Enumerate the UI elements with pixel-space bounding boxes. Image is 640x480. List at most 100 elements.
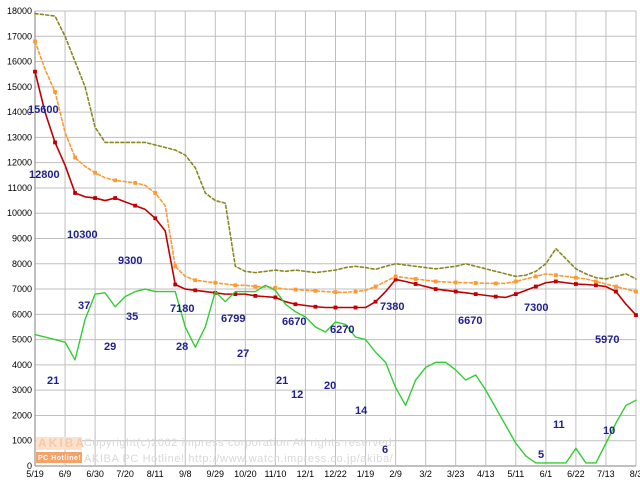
- series-marker-price-mid: [233, 283, 238, 288]
- series-line-store-count: [34, 284, 637, 464]
- y-tick-label: 9000: [12, 234, 32, 244]
- series-marker-price-mid: [353, 289, 358, 294]
- price-value-label: 6270: [330, 324, 354, 336]
- series-marker-price-mid: [173, 264, 178, 269]
- series-marker-price-low: [33, 69, 37, 74]
- count-value-label: 27: [237, 348, 249, 360]
- price-value-label: 10300: [67, 229, 98, 241]
- price-value-label: 7380: [380, 301, 404, 313]
- x-tick-label: 6/9: [59, 469, 72, 479]
- x-tick-label: 12/1: [297, 469, 315, 479]
- watermark-url: AKIBA PC Hotline! http://www.watch.impre…: [84, 453, 394, 465]
- x-tick-label: 2/9: [389, 469, 402, 479]
- series-marker-price-low: [193, 288, 198, 293]
- x-tick-label: 10/20: [234, 469, 257, 479]
- series-marker-price-mid: [533, 274, 538, 279]
- series-marker-price-low: [533, 284, 538, 289]
- series-marker-price-mid: [333, 290, 338, 294]
- data-point-labels: 15600 12800 10300 9300 7180 6799 6670 6270 7380 6…: [28, 104, 619, 461]
- series-marker-price-low: [573, 282, 578, 286]
- x-tick-label: 7/20: [116, 469, 134, 479]
- price-value-label: 15600: [28, 104, 59, 116]
- series-marker-price-mid: [553, 273, 558, 278]
- series-marker-price-low: [453, 289, 458, 294]
- watermark-copyright: Copyright(c)2002 impress corporation All…: [84, 437, 396, 449]
- series-marker-price-low: [594, 283, 598, 288]
- count-value-label: 10: [603, 425, 615, 437]
- y-tick-label: 2000: [12, 410, 32, 420]
- x-tick-label: 5/19: [26, 469, 44, 479]
- x-axis-ticks: 5/19 6/9 6/30 7/20 8/11 9/8 9/29 10/20 11/10 12/1…: [26, 469, 640, 479]
- x-tick-label: 7/13: [597, 469, 615, 479]
- series-marker-price-mid: [213, 280, 218, 285]
- series-marker-price-low: [393, 277, 398, 282]
- price-value-label: 6670: [282, 316, 306, 328]
- series-marker-price-low: [133, 203, 138, 208]
- series-marker-price-low: [473, 292, 478, 297]
- x-tick-label: 6/22: [567, 469, 585, 479]
- y-tick-label: 8000: [12, 259, 32, 269]
- price-value-label: 7180: [170, 303, 194, 315]
- chart-series: [33, 12, 638, 464]
- chart-gridlines: [34, 10, 637, 467]
- x-tick-label: 9/8: [179, 469, 192, 479]
- series-marker-price-low: [513, 292, 518, 297]
- y-tick-label: 5000: [12, 335, 32, 345]
- series-marker-price-low: [113, 196, 118, 200]
- series-marker-price-mid: [113, 178, 118, 183]
- series-marker-price-mid: [133, 180, 138, 185]
- count-value-label: 35: [126, 311, 138, 323]
- count-value-label: 21: [276, 375, 288, 387]
- series-marker-price-low: [253, 293, 258, 298]
- series-marker-price-mid: [53, 89, 57, 94]
- series-line-price-high: [34, 12, 637, 280]
- series-marker-price-mid: [573, 275, 578, 280]
- x-tick-label: 6/30: [86, 469, 104, 479]
- akiba-logo-box-bottom: [36, 452, 82, 463]
- akiba-logo-box-top: [36, 437, 82, 450]
- x-tick-label: 8/3: [630, 469, 640, 479]
- series-marker-price-mid: [73, 155, 77, 160]
- series-marker-price-mid: [373, 284, 378, 289]
- series-marker-price-mid: [493, 281, 498, 286]
- x-tick-label: 9/29: [207, 469, 225, 479]
- akiba-logo-text: AKIBA: [38, 436, 86, 450]
- series-marker-price-mid: [594, 279, 598, 284]
- series-marker-price-low: [53, 140, 57, 145]
- series-marker-price-low: [634, 313, 638, 317]
- series-marker-price-low: [353, 305, 358, 310]
- series-marker-price-mid: [93, 170, 98, 175]
- x-tick-label: 5/11: [507, 469, 524, 479]
- series-marker-price-mid: [153, 191, 158, 195]
- price-value-label: 12800: [29, 169, 60, 181]
- series-marker-price-mid: [614, 284, 618, 289]
- series-marker-price-mid: [393, 274, 398, 279]
- y-tick-label: 14000: [7, 107, 32, 117]
- series-marker-price-low: [273, 295, 278, 300]
- x-tick-label: 4/13: [477, 469, 495, 479]
- series-marker-price-mid: [193, 278, 198, 283]
- y-tick-label: 6000: [12, 309, 32, 319]
- y-tick-label: 18000: [7, 6, 32, 16]
- series-marker-price-mid: [634, 289, 638, 294]
- x-tick-label: 6/1: [540, 469, 553, 479]
- count-value-label: 21: [47, 375, 59, 387]
- series-marker-price-mid: [413, 277, 418, 281]
- count-value-label: 6: [382, 444, 388, 456]
- series-marker-price-low: [413, 282, 418, 286]
- x-tick-label: 11/10: [264, 469, 286, 479]
- series-marker-price-mid: [33, 39, 37, 44]
- price-value-label: 6799: [221, 313, 245, 325]
- series-marker-price-low: [93, 196, 98, 200]
- y-tick-label: 10000: [7, 208, 32, 218]
- series-marker-price-mid: [513, 279, 518, 284]
- price-value-label: 6670: [458, 315, 482, 327]
- count-value-label: 11: [553, 419, 565, 431]
- count-value-label: 20: [324, 380, 336, 392]
- count-value-label: 29: [104, 341, 116, 353]
- y-tick-label: 17000: [7, 31, 32, 41]
- series-marker-price-low: [293, 302, 298, 307]
- price-value-label: 9300: [118, 255, 142, 267]
